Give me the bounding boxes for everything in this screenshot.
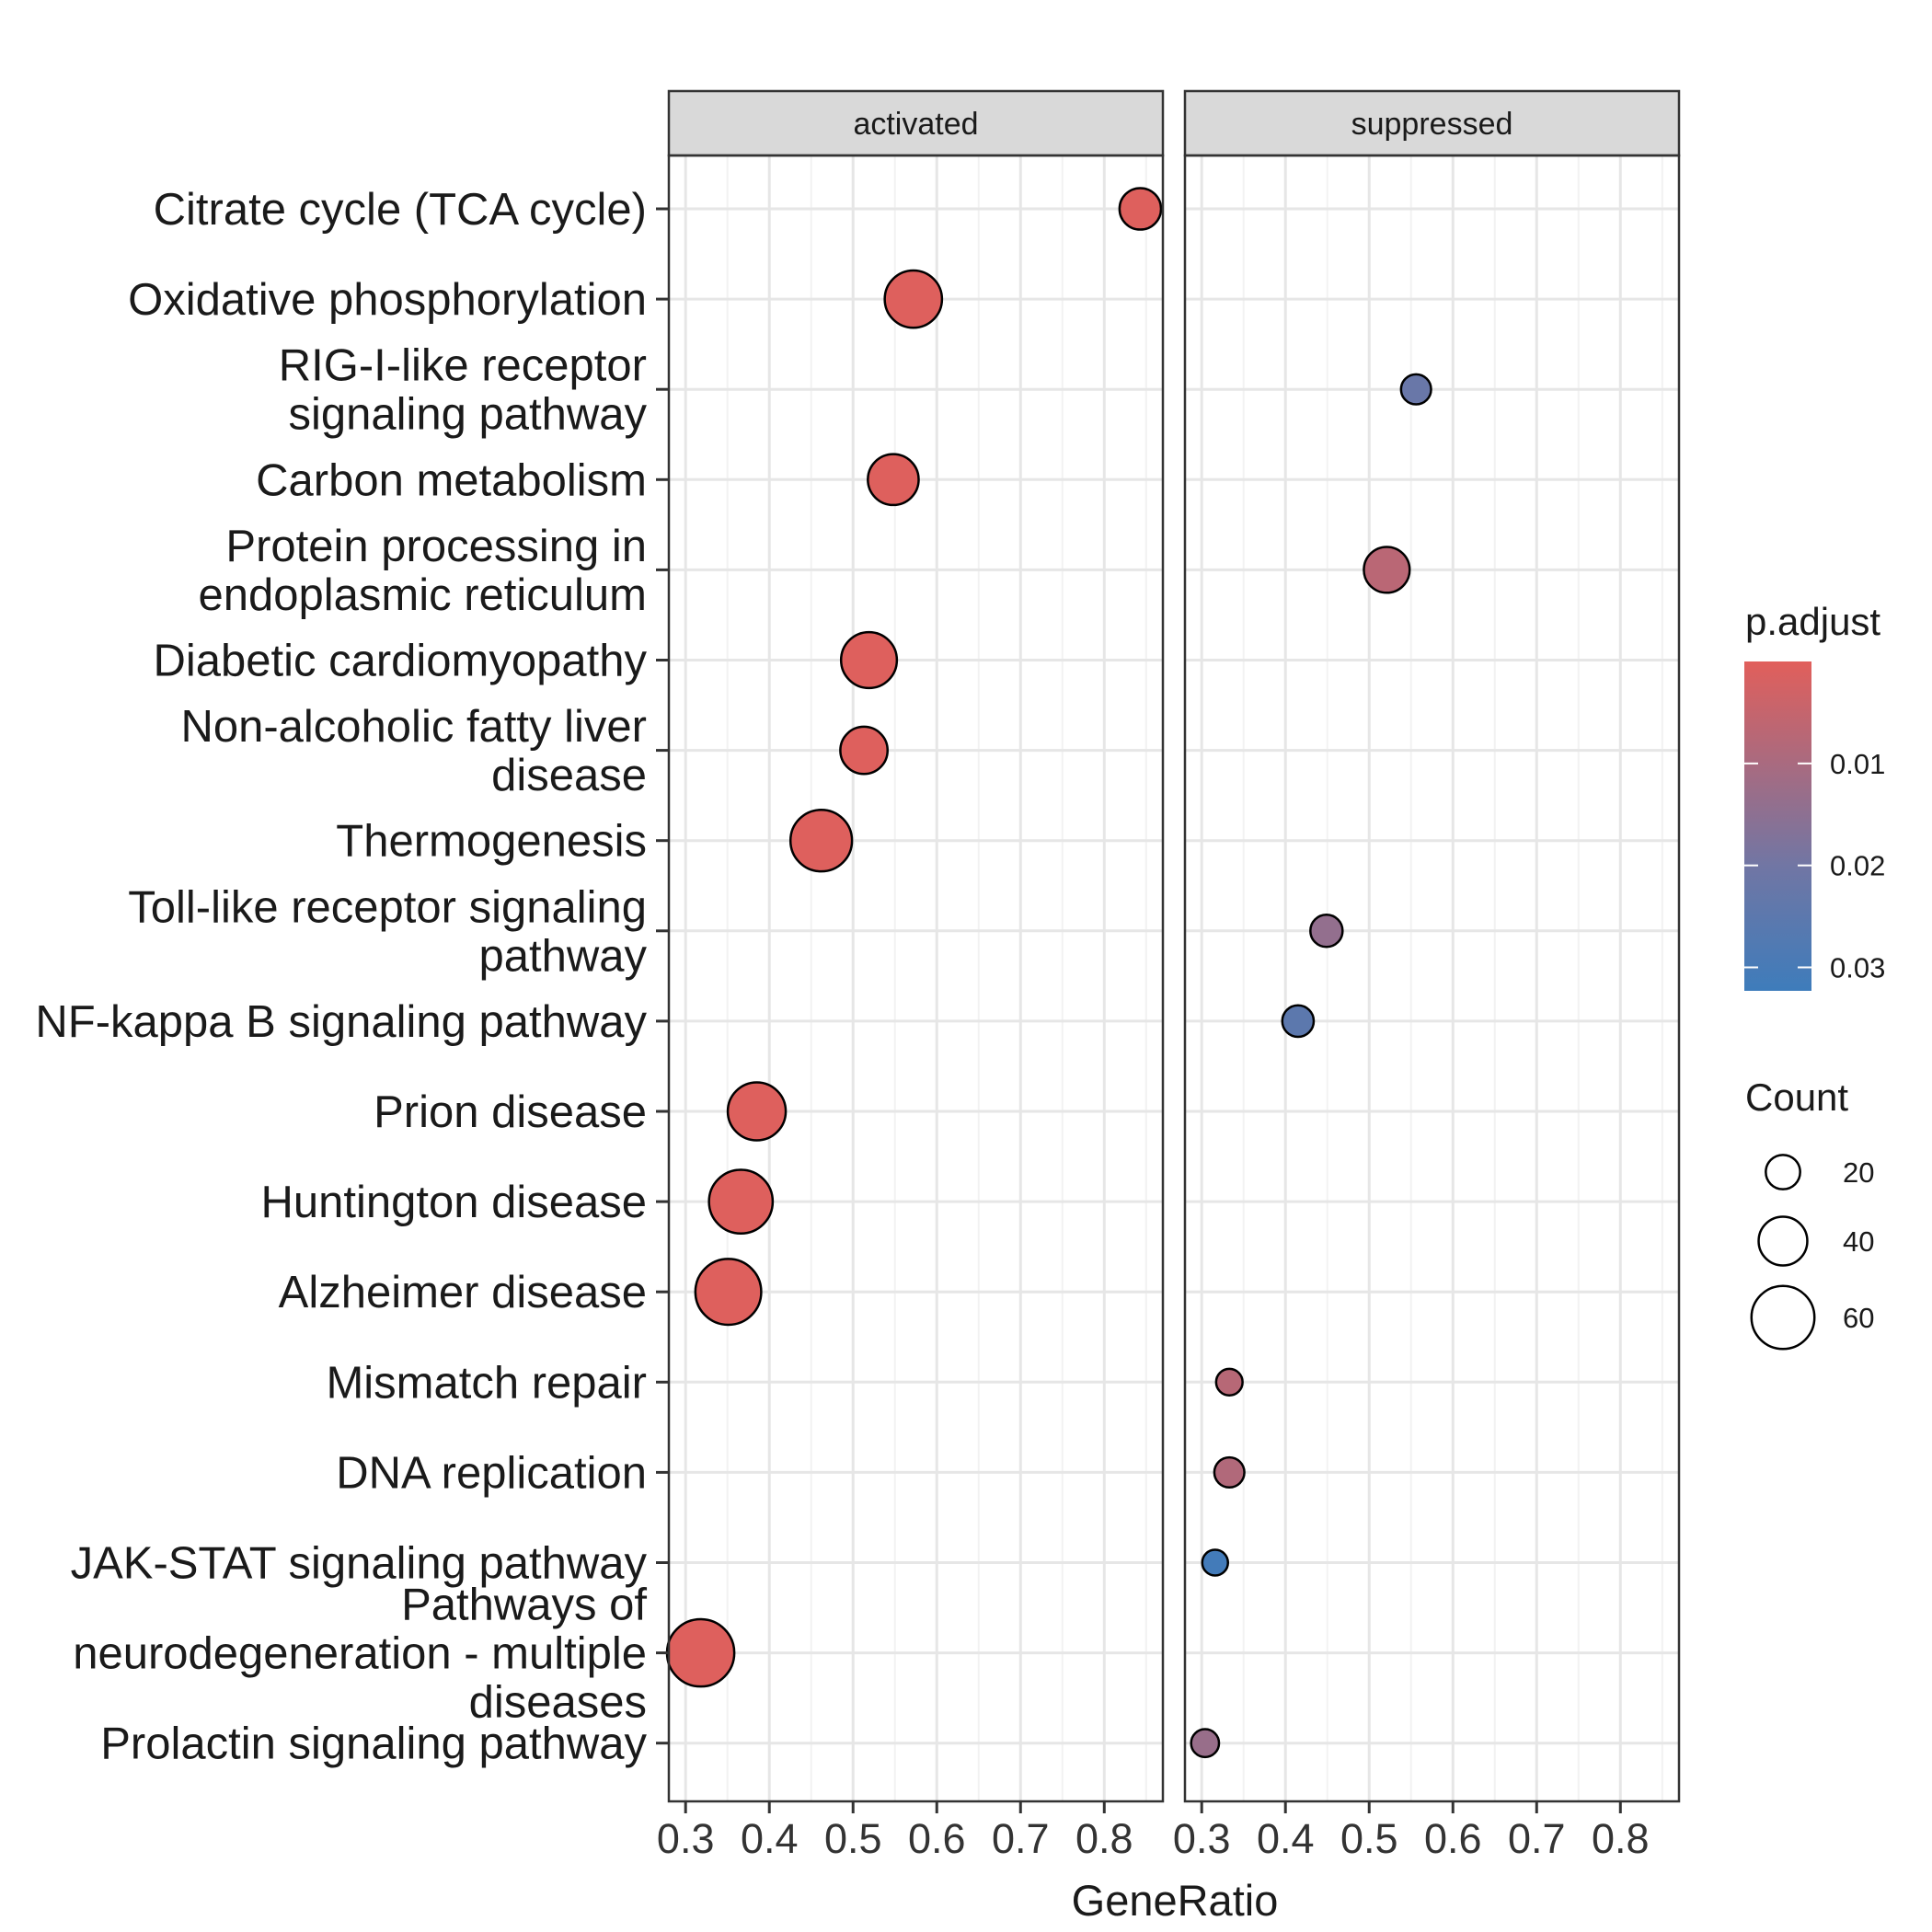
category-label: Prion disease [374, 1087, 647, 1137]
category-label: signaling pathway [288, 390, 647, 440]
data-point [707, 1168, 775, 1235]
category-label: neurodegeneration - multiple [73, 1629, 647, 1679]
category-label: Pathways of [401, 1581, 647, 1630]
colorbar-label: 0.03 [1830, 952, 1885, 984]
x-tick-label: 0.3 [1173, 1815, 1231, 1862]
panel-background [1185, 155, 1679, 1801]
x-axis: 0.3 0.4 0.5 0.6 0.7 0.8 0.3 0.4 0.5 0.6 0.7 0.8 [657, 1801, 1650, 1862]
strip-activated [667, 89, 1165, 157]
x-tick-label: 0.7 [1508, 1815, 1566, 1862]
panel-suppressed: suppressed [1183, 89, 1681, 1803]
data-point [1309, 914, 1344, 949]
category-label: Oxidative phosphorylation [128, 275, 647, 325]
category-label: diseases [469, 1678, 647, 1728]
category-label: Citrate cycle (TCA cycle) [154, 185, 647, 235]
size-key-circle [1757, 1215, 1809, 1267]
color-legend-title: p.adjust [1745, 600, 1880, 643]
category-label: pathway [478, 931, 647, 981]
category-label: Alzheimer disease [279, 1268, 647, 1317]
data-point [665, 1617, 736, 1688]
category-label: Mismatch repair [326, 1358, 647, 1408]
data-point [1281, 1004, 1316, 1039]
data-point [839, 725, 889, 776]
data-point [1399, 373, 1432, 406]
category-label: disease [491, 751, 647, 800]
category-label: Toll-like receptor signaling [128, 882, 647, 932]
category-label: Prolactin signaling pathway [100, 1719, 647, 1769]
category-label: DNA replication [336, 1448, 647, 1498]
category-label: RIG-I-like receptor [279, 341, 647, 391]
data-point [867, 453, 920, 507]
category-label: Diabetic cardiomyopathy [153, 637, 647, 686]
x-tick-label: 0.8 [1075, 1815, 1133, 1862]
size-key-label: 20 [1843, 1156, 1874, 1189]
category-label: JAK-STAT signaling pathway [71, 1539, 648, 1589]
panel-background [669, 155, 1163, 1801]
y-axis-labels: Citrate cycle (TCA cycle) Oxidative phosp… [35, 185, 669, 1769]
category-label: NF-kappa B signaling pathway [35, 997, 647, 1047]
data-point [839, 630, 899, 690]
category-label: Protein processing in [225, 522, 647, 571]
data-point [726, 1081, 788, 1142]
x-tick-label: 0.4 [1257, 1815, 1315, 1862]
strip-label-suppressed: suppressed [1351, 107, 1513, 142]
x-tick-label: 0.6 [1424, 1815, 1482, 1862]
x-tick-label: 0.8 [1592, 1815, 1650, 1862]
facet-panels: activated suppressed [665, 89, 1681, 1803]
category-label: endoplasmic reticulum [199, 570, 648, 620]
x-tick-label: 0.7 [992, 1815, 1050, 1862]
x-tick-label: 0.5 [1340, 1815, 1398, 1862]
panel-border [667, 154, 1165, 1803]
size-key-circle [1765, 1154, 1801, 1190]
data-point [1118, 187, 1163, 231]
data-point [1214, 1367, 1244, 1397]
x-axis-title: GeneRatio [1072, 1876, 1279, 1925]
size-legend: Count 20 40 60 [1745, 1075, 1874, 1351]
x-tick-label: 0.6 [908, 1815, 966, 1862]
x-tick-label: 0.5 [824, 1815, 882, 1862]
colorbar [1744, 661, 1811, 991]
data-point [883, 269, 944, 329]
x-tick-label: 0.3 [657, 1815, 715, 1862]
data-point [1190, 1728, 1221, 1759]
category-label: Non-alcoholic fatty liver [180, 702, 647, 752]
data-point [1213, 1455, 1246, 1489]
data-point [1201, 1548, 1230, 1577]
panel-border [1183, 154, 1681, 1803]
size-key-circle [1750, 1284, 1816, 1351]
category-label: Huntington disease [260, 1178, 647, 1227]
colorbar-label: 0.02 [1830, 850, 1885, 882]
x-tick-label: 0.4 [741, 1815, 799, 1862]
data-point [788, 809, 854, 873]
category-label: Carbon metabolism [256, 455, 647, 505]
strip-label-activated: activated [853, 107, 978, 142]
size-key-label: 40 [1843, 1225, 1874, 1258]
data-point [1363, 546, 1411, 594]
colorbar-label: 0.01 [1830, 748, 1885, 780]
size-key-label: 60 [1843, 1302, 1874, 1334]
color-legend: p.adjust 0.01 0.02 0.03 [1744, 600, 1885, 991]
strip-suppressed [1183, 89, 1681, 157]
size-legend-title: Count [1745, 1075, 1848, 1119]
category-label: Thermogenesis [336, 817, 647, 867]
data-point [694, 1258, 763, 1327]
panel-activated: activated [665, 89, 1165, 1803]
